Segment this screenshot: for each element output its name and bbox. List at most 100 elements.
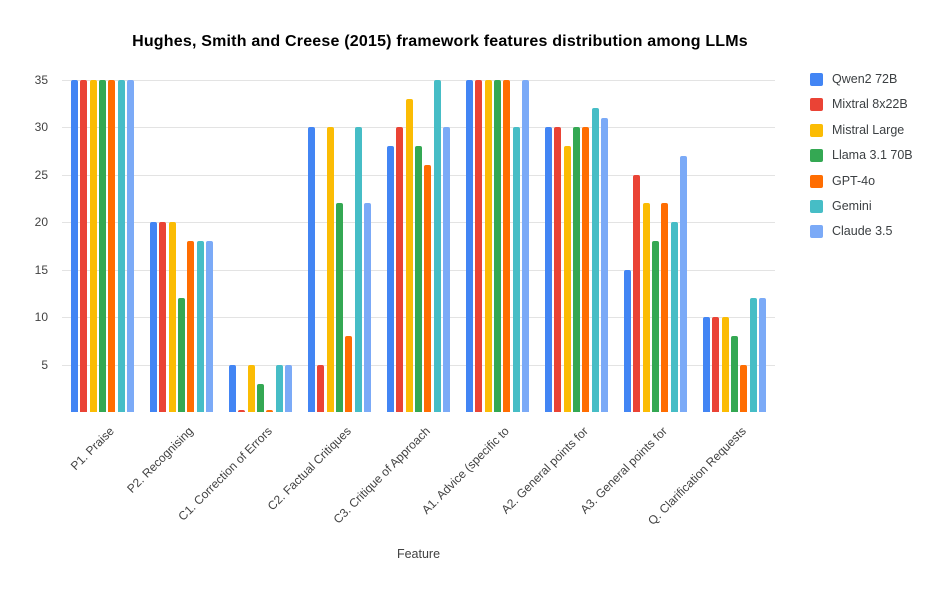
- x-axis-category-label: C3. Critique of Approach: [330, 424, 433, 527]
- legend-item-claude-3-5[interactable]: Claude 3.5: [810, 224, 913, 239]
- bar-qwen2-72b-c1-correction-of-errors[interactable]: [228, 364, 236, 412]
- bar-mixtral-8x22b-a2-general-points-for[interactable]: [554, 127, 562, 412]
- legend-label: GPT-4o: [832, 173, 876, 188]
- bar-mistral-large-a3-general-points-for[interactable]: [642, 203, 650, 412]
- x-axis-category-label: P2. Recognising: [123, 424, 196, 496]
- bar-qwen2-72b-q-clarification-requests[interactable]: [702, 317, 710, 412]
- bar-mixtral-8x22b-a3-general-points-for[interactable]: [633, 174, 641, 412]
- bar-llama-3-1-70b-q-clarification-requests[interactable]: [731, 336, 738, 412]
- x-axis-category-label: C1. Correction of Errors: [174, 424, 275, 524]
- bar-gemini-a3-general-points-for[interactable]: [670, 222, 678, 412]
- legend-swatch: [810, 174, 823, 188]
- bar-mistral-large-c2-factual-critiques[interactable]: [326, 127, 334, 412]
- bar-claude-3-5-a2-general-points-for[interactable]: [601, 117, 609, 412]
- bar-gpt-4o-p1-praise[interactable]: [108, 79, 116, 412]
- bar-llama-3-1-70b-a1-advice-specific-to[interactable]: [494, 79, 501, 412]
- y-axis-tick-label: 35: [34, 72, 48, 87]
- bar-claude-3-5-a1-advice-specific-to[interactable]: [522, 79, 530, 412]
- legend-swatch: [810, 225, 823, 239]
- bar-gpt-4o-a3-general-points-for[interactable]: [661, 203, 669, 412]
- bar-llama-3-1-70b-a3-general-points-for[interactable]: [652, 241, 659, 412]
- bar-gpt-4o-c1-correction-of-errors[interactable]: [266, 410, 274, 412]
- bar-gpt-4o-c2-factual-critiques[interactable]: [345, 336, 353, 412]
- bar-llama-3-1-70b-p2-recognising[interactable]: [178, 298, 185, 412]
- bar-gpt-4o-c3-critique-of-approach[interactable]: [424, 165, 432, 412]
- bar-mixtral-8x22b-q-clarification-requests[interactable]: [712, 317, 720, 412]
- bar-gemini-c2-factual-critiques[interactable]: [354, 127, 362, 412]
- legend: Qwen2 72B Mixtral 8x22B Mistral Large Llama…: [810, 73, 913, 251]
- bar-llama-3-1-70b-c2-factual-critiques[interactable]: [336, 203, 343, 412]
- y-axis-tick-label: 20: [34, 215, 48, 229]
- bar-mistral-large-c3-critique-of-approach[interactable]: [405, 98, 413, 412]
- chart-title: Hughes, Smith and Creese (2015) framewor…: [132, 33, 748, 50]
- bar-gpt-4o-a2-general-points-for[interactable]: [582, 127, 590, 412]
- bar-mistral-large-a2-general-points-for[interactable]: [563, 146, 571, 412]
- legend-item-llama-3-1-70b[interactable]: Llama 3.1 70B: [810, 148, 913, 163]
- bar-mixtral-8x22b-c1-correction-of-errors[interactable]: [238, 410, 246, 412]
- bar-claude-3-5-c2-factual-critiques[interactable]: [364, 203, 372, 412]
- bar-claude-3-5-c3-critique-of-approach[interactable]: [443, 127, 451, 412]
- bar-qwen2-72b-c2-factual-critiques[interactable]: [307, 127, 315, 412]
- x-axis-category-label: A3. General points for: [576, 424, 670, 517]
- legend-label: Llama 3.1 70B: [832, 148, 913, 163]
- bar-llama-3-1-70b-c3-critique-of-approach[interactable]: [415, 146, 422, 412]
- legend-swatch: [810, 199, 823, 213]
- y-axis-tick-label: 15: [34, 262, 48, 277]
- legend-swatch: [810, 73, 823, 86]
- bar-qwen2-72b-a1-advice-specific-to[interactable]: [465, 79, 473, 412]
- bar-gemini-a2-general-points-for[interactable]: [591, 108, 599, 412]
- bar-gemini-c1-correction-of-errors[interactable]: [275, 364, 283, 412]
- bar-gemini-q-clarification-requests[interactable]: [749, 298, 757, 412]
- bar-llama-3-1-70b-p1-praise[interactable]: [99, 79, 106, 412]
- bar-qwen2-72b-a2-general-points-for[interactable]: [544, 127, 552, 412]
- bar-llama-3-1-70b-c1-correction-of-errors[interactable]: [257, 383, 264, 412]
- legend-swatch: [810, 123, 823, 137]
- bar-mixtral-8x22b-p2-recognising[interactable]: [159, 222, 167, 412]
- bar-mistral-large-p1-praise[interactable]: [89, 79, 97, 412]
- legend-label: Claude 3.5: [832, 224, 893, 239]
- legend-item-qwen2-72b[interactable]: Qwen2 72B: [810, 73, 913, 86]
- bar-mixtral-8x22b-c3-critique-of-approach[interactable]: [396, 127, 404, 412]
- bar-claude-3-5-c1-correction-of-errors[interactable]: [285, 364, 293, 412]
- legend-label: Mixtral 8x22B: [832, 97, 908, 112]
- bar-mistral-large-a1-advice-specific-to[interactable]: [484, 79, 492, 412]
- legend-item-gpt-4o[interactable]: GPT-4o: [810, 173, 913, 188]
- bar-claude-3-5-p2-recognising[interactable]: [206, 241, 214, 412]
- y-axis-tick-label: 30: [34, 120, 48, 134]
- bar-gpt-4o-p2-recognising[interactable]: [187, 241, 195, 412]
- bar-gpt-4o-a1-advice-specific-to[interactable]: [503, 79, 511, 412]
- bar-claude-3-5-a3-general-points-for[interactable]: [680, 155, 688, 412]
- bar-mixtral-8x22b-c2-factual-critiques[interactable]: [317, 364, 325, 412]
- bar-qwen2-72b-p2-recognising[interactable]: [149, 222, 157, 412]
- x-axis-category-label: Q. Clarification Requests: [644, 424, 749, 528]
- y-axis-tick-label: 25: [34, 167, 48, 182]
- legend-label: Mistral Large: [832, 122, 905, 137]
- bar-claude-3-5-q-clarification-requests[interactable]: [759, 298, 767, 412]
- bar-mistral-large-p2-recognising[interactable]: [168, 222, 176, 412]
- bar-gemini-c3-critique-of-approach[interactable]: [433, 79, 441, 412]
- legend-item-gemini[interactable]: Gemini: [810, 198, 913, 213]
- bar-qwen2-72b-a3-general-points-for[interactable]: [623, 269, 631, 412]
- legend-item-mistral-large[interactable]: Mistral Large: [810, 122, 913, 137]
- x-axis-category-label: A1. Advice (specific to: [418, 424, 512, 517]
- bar-qwen2-72b-p1-praise[interactable]: [70, 79, 78, 412]
- bar-qwen2-72b-c3-critique-of-approach[interactable]: [386, 146, 394, 412]
- bar-mixtral-8x22b-a1-advice-specific-to[interactable]: [475, 79, 483, 412]
- bar-gemini-p1-praise[interactable]: [117, 79, 125, 412]
- legend-item-mixtral-8x22b[interactable]: Mixtral 8x22B: [810, 97, 913, 112]
- bar-claude-3-5-p1-praise[interactable]: [127, 79, 135, 412]
- gridline: [62, 127, 775, 128]
- bar-mixtral-8x22b-p1-praise[interactable]: [80, 79, 88, 412]
- bar-mistral-large-q-clarification-requests[interactable]: [721, 317, 729, 412]
- bar-llama-3-1-70b-a2-general-points-for[interactable]: [573, 127, 580, 412]
- bar-gemini-a1-advice-specific-to[interactable]: [512, 127, 520, 412]
- legend-swatch: [810, 149, 823, 163]
- bar-mistral-large-c1-correction-of-errors[interactable]: [247, 364, 255, 412]
- legend-label: Gemini: [832, 198, 872, 213]
- legend-swatch: [810, 98, 823, 112]
- bar-gpt-4o-q-clarification-requests[interactable]: [740, 364, 748, 412]
- y-axis-tick-label: 10: [34, 310, 48, 324]
- x-axis-category-label: A2. General points for: [497, 424, 591, 517]
- bar-gemini-p2-recognising[interactable]: [196, 241, 204, 412]
